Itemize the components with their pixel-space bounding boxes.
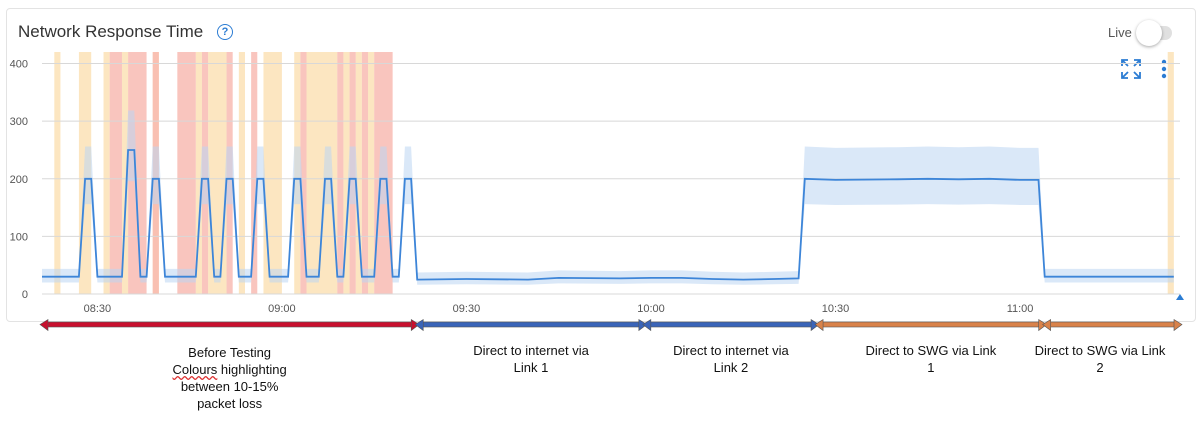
segment-arrow-right-head-1	[638, 318, 648, 332]
x-tick-label-08:30: 08:30	[84, 303, 112, 315]
loss-highlight-red-8	[337, 52, 344, 294]
y-tick-label-300: 300	[10, 116, 28, 128]
segment-arrow-3	[820, 321, 1041, 328]
segment-label-line: Link 2	[713, 360, 749, 375]
chart-title: Network Response Time	[18, 22, 204, 41]
loss-highlight-red-7	[300, 52, 307, 294]
x-tick-label-09:00: 09:00	[268, 303, 296, 315]
loss-highlight-red-0	[109, 52, 122, 294]
segment-label-line: between 10-15%	[180, 379, 279, 394]
loss-highlight-orange-2	[103, 52, 110, 294]
segment-arrow-left-head-3	[814, 318, 824, 332]
loss-highlight-orange-0	[54, 52, 61, 294]
loss-highlight-orange-5	[195, 52, 202, 294]
segment-label-2: Direct to internet via Link 2	[631, 342, 831, 376]
loss-highlight-orange-8	[263, 52, 282, 294]
segment-label-3: Direct to SWG via Link 1	[831, 342, 1031, 376]
y-tick-label-400: 400	[10, 59, 28, 71]
segment-label-line: 2	[1096, 360, 1104, 375]
segment-label-line: Before Testing	[188, 345, 272, 360]
x-tick-label-10:00: 10:00	[637, 303, 665, 315]
variance-band	[42, 110, 1174, 285]
loss-highlight-red-6	[251, 52, 258, 294]
segment-arrow-right-head-3	[1038, 318, 1048, 332]
y-tick-label-200: 200	[10, 174, 28, 186]
segment-label-line: Direct to internet via	[673, 343, 789, 358]
response-time-line	[42, 149, 1174, 281]
segment-arrow-right-head-0	[410, 318, 420, 332]
loss-highlight-red-10	[361, 52, 369, 294]
segment-label-line: Direct to SWG via Link	[1034, 343, 1166, 358]
loss-highlight-orange-6	[208, 52, 227, 294]
y-tick-label-100: 100	[10, 231, 28, 243]
x-tick-label-10:30: 10:30	[822, 303, 850, 315]
segment-label-line: Direct to SWG via Link	[865, 343, 997, 358]
loss-highlight-orange-11	[343, 52, 350, 294]
live-toggle[interactable]	[1134, 18, 1172, 46]
segment-arrow-left-head-1	[414, 318, 424, 332]
segment-label-line: Link 1	[513, 360, 549, 375]
segment-arrow-2	[648, 321, 814, 328]
segment-arrow-left-head-2	[642, 318, 652, 332]
segment-arrow-0	[45, 321, 414, 328]
segment-arrow-right-head-4	[1173, 318, 1183, 332]
segment-label-4: Direct to SWG via Link 2	[1000, 342, 1200, 376]
axis-end-marker	[1176, 294, 1184, 300]
loss-highlight-orange-3	[121, 52, 129, 294]
segment-label-0: Before Testing Colours highlighting betwee…	[130, 344, 330, 412]
loss-highlight-orange-10	[306, 52, 338, 294]
segment-label-line: packet loss	[197, 396, 263, 411]
x-tick-label-11:00: 11:00	[1007, 303, 1034, 315]
toggle-knob	[1136, 20, 1162, 46]
x-tick-label-09:30: 09:30	[453, 303, 481, 315]
segment-label-line: Colours highlighting	[172, 362, 287, 377]
loss-highlight-red-3	[177, 52, 196, 294]
segment-label-1: Direct to internet via Link 1	[431, 342, 631, 376]
loss-highlight-orange-14	[1167, 52, 1174, 294]
segment-arrow-left-head-4	[1042, 318, 1051, 332]
help-circle-icon[interactable]: ?	[217, 24, 233, 40]
live-label: Live	[1108, 25, 1132, 40]
segment-label-line: 1	[927, 360, 935, 375]
loss-highlight-orange-7	[238, 52, 245, 294]
loss-highlight-orange-13	[368, 52, 375, 294]
segment-arrow-4	[1048, 321, 1177, 328]
segment-arrow-left-head-0	[39, 318, 49, 332]
expand-icon[interactable]	[1120, 58, 1142, 80]
y-tick-label-0: 0	[22, 289, 28, 301]
segment-label-line: Direct to internet via	[473, 343, 589, 358]
segment-arrow-right-head-2	[810, 318, 820, 332]
segment-arrow-1	[420, 321, 642, 328]
loss-highlight-orange-12	[355, 52, 362, 294]
